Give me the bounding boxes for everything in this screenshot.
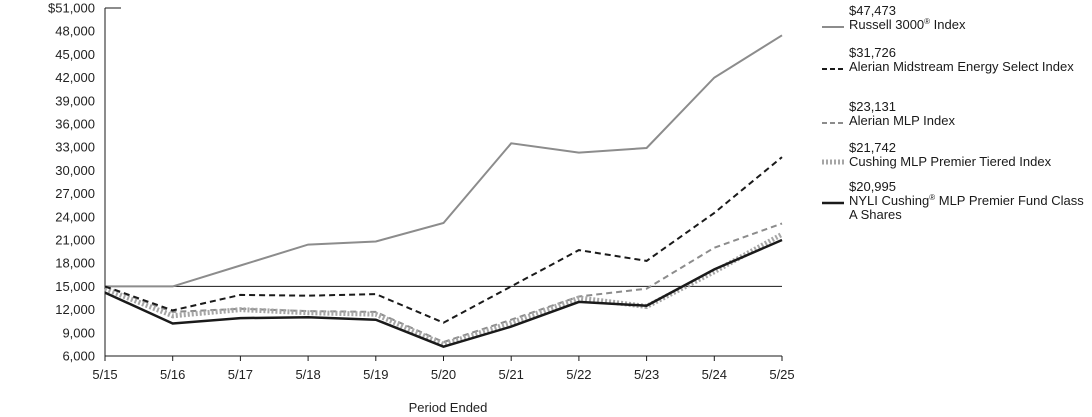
series-layer	[104, 34, 784, 349]
y-tick-label: 27,000	[55, 186, 95, 201]
y-tick-label: 39,000	[55, 93, 95, 108]
y-tick-label: 24,000	[55, 209, 95, 224]
x-tick-label: 5/18	[295, 367, 320, 382]
legend-value: $21,742	[849, 140, 896, 155]
registered-mark: ®	[929, 193, 936, 202]
y-tick-label: 15,000	[55, 279, 95, 294]
legend-swatch	[822, 122, 844, 124]
x-tick-label: 5/25	[769, 367, 794, 382]
legend-label: NYLI Cushing® MLP Premier Fund Class A S…	[849, 193, 1084, 222]
x-axis-title: Period Ended	[409, 400, 488, 415]
y-tick-label: 18,000	[55, 256, 95, 271]
y-tick-label: $51,000	[48, 1, 95, 16]
series-line-alerian-midstream	[104, 156, 783, 324]
y-tick-label: 6,000	[62, 349, 95, 364]
y-tick-label: 33,000	[55, 140, 95, 155]
x-tick-label: 5/24	[702, 367, 727, 382]
legend-label: Alerian MLP Index	[849, 113, 955, 128]
y-tick-label: 36,000	[55, 117, 95, 132]
y-tick-label: 9,000	[62, 325, 95, 340]
x-tick-label: 5/21	[499, 367, 524, 382]
x-tick-label: 5/17	[228, 367, 253, 382]
y-tick-label: 48,000	[55, 24, 95, 39]
legend-value: $20,995	[849, 179, 896, 194]
legend-swatch	[822, 159, 844, 165]
y-tick-label: 12,000	[55, 302, 95, 317]
legend-label: Alerian Midstream Energy Select Index	[849, 59, 1074, 74]
x-tick-label: 5/15	[92, 367, 117, 382]
series-line-russell-3000	[105, 34, 783, 288]
y-tick-label: 42,000	[55, 70, 95, 85]
axes	[104, 7, 783, 361]
y-tick-label: 30,000	[55, 163, 95, 178]
x-tick-label: 5/16	[160, 367, 185, 382]
x-tick-label: 5/22	[566, 367, 591, 382]
legend-value: $23,131	[849, 99, 896, 114]
x-tick-label: 5/23	[634, 367, 659, 382]
x-tick-label: 5/19	[363, 367, 388, 382]
y-tick-label: 21,000	[55, 233, 95, 248]
registered-mark: ®	[924, 17, 931, 26]
legend-label: Cushing MLP Premier Tiered Index	[849, 154, 1052, 169]
legend-value: $47,473	[849, 3, 896, 18]
legend-value: $31,726	[849, 45, 896, 60]
series-line-alerian-mlp	[104, 222, 783, 344]
tick-labels: 6,000 9,000 12,000 15,000 18,000 21,000 24,000…	[48, 1, 795, 383]
series-line-cushing-mlp-tiered	[104, 232, 784, 348]
legend-swatch	[822, 201, 844, 205]
y-tick-label: 45,000	[55, 47, 95, 62]
legend-swatch	[822, 26, 844, 28]
x-tick-label: 5/20	[431, 367, 456, 382]
legend-label: Russell 3000® Index	[849, 17, 966, 32]
legend-swatch	[822, 68, 844, 70]
series-line-nyli-cushing-fund	[104, 238, 783, 349]
